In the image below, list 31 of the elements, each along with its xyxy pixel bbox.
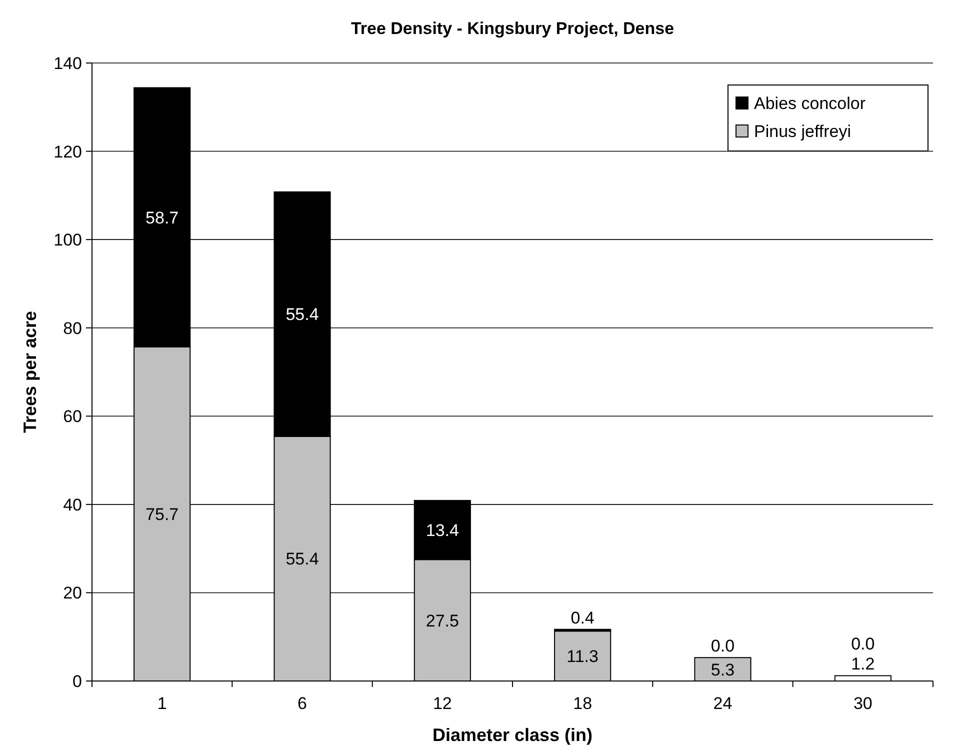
y-tick-label: 60 <box>63 407 82 426</box>
y-tick-label: 0 <box>72 672 82 691</box>
data-label: 55.4 <box>286 550 319 569</box>
y-tick-label: 80 <box>63 318 82 338</box>
y-tick-label: 20 <box>63 584 82 603</box>
data-label: 75.7 <box>146 504 179 524</box>
legend-label: Pinus jeffreyi <box>754 122 852 141</box>
x-tick-label: 24 <box>713 694 732 713</box>
x-tick-label: 12 <box>432 694 452 713</box>
data-label: 0.4 <box>570 608 594 628</box>
data-label: 55.4 <box>286 305 319 324</box>
y-tick-label: 140 <box>54 54 82 73</box>
legend-label: Abies concolor <box>754 94 866 113</box>
data-label: 13.4 <box>426 521 459 540</box>
x-axis-title: Diameter class (in) <box>432 725 593 745</box>
data-label: 27.5 <box>426 611 459 630</box>
data-label: 11.3 <box>566 647 598 666</box>
x-tick-label: 6 <box>298 694 307 713</box>
data-label: 58.7 <box>146 208 179 228</box>
chart-title: Tree Density - Kingsbury Project, Dense <box>350 19 674 38</box>
x-tick-label: 1 <box>157 694 167 713</box>
data-label: 0.0 <box>710 636 735 656</box>
data-label: 1.2 <box>851 654 875 674</box>
y-axis-title: Trees per acre <box>20 310 40 434</box>
x-tick-label: 30 <box>853 694 872 713</box>
y-tick-label: 40 <box>63 495 82 514</box>
data-label: 0.0 <box>851 634 875 654</box>
data-label: 5.3 <box>710 660 735 680</box>
y-tick-label: 100 <box>54 230 82 250</box>
y-tick-label: 120 <box>54 142 82 162</box>
x-tick-label: 18 <box>573 694 592 713</box>
